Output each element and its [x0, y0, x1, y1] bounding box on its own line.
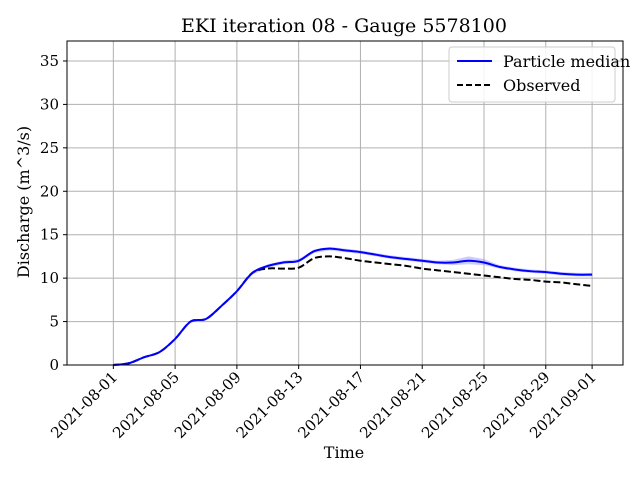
y-tick-label: 15 — [40, 226, 59, 244]
y-tick-label: 35 — [40, 52, 59, 70]
chart-title: EKI iteration 08 - Gauge 5578100 — [181, 15, 507, 37]
uncertainty-bands — [113, 246, 593, 365]
x-axis-ticks: 2021-08-012021-08-052021-08-092021-08-13… — [47, 365, 600, 442]
legend: Particle median Observed — [448, 46, 630, 103]
series-lines — [113, 247, 593, 366]
y-axis-label: Discharge (m^3/s) — [14, 126, 33, 278]
series-line — [113, 247, 593, 366]
x-axis-label: Time — [324, 443, 364, 462]
y-tick-label: 10 — [40, 269, 59, 287]
series-band — [113, 246, 593, 365]
y-tick-label: 20 — [40, 182, 59, 200]
legend-label-particle-median: Particle median — [503, 52, 630, 71]
series-line — [113, 255, 593, 366]
grid — [67, 41, 623, 366]
y-tick-label: 0 — [49, 356, 59, 374]
y-axis-ticks: 0 5 10 15 20 25 30 35 — [40, 52, 67, 374]
y-tick-label: 25 — [40, 139, 59, 157]
y-tick-label: 5 — [49, 313, 59, 331]
legend-label-observed: Observed — [503, 76, 580, 95]
plot-frame — [66, 40, 624, 366]
y-tick-label: 30 — [40, 95, 59, 113]
